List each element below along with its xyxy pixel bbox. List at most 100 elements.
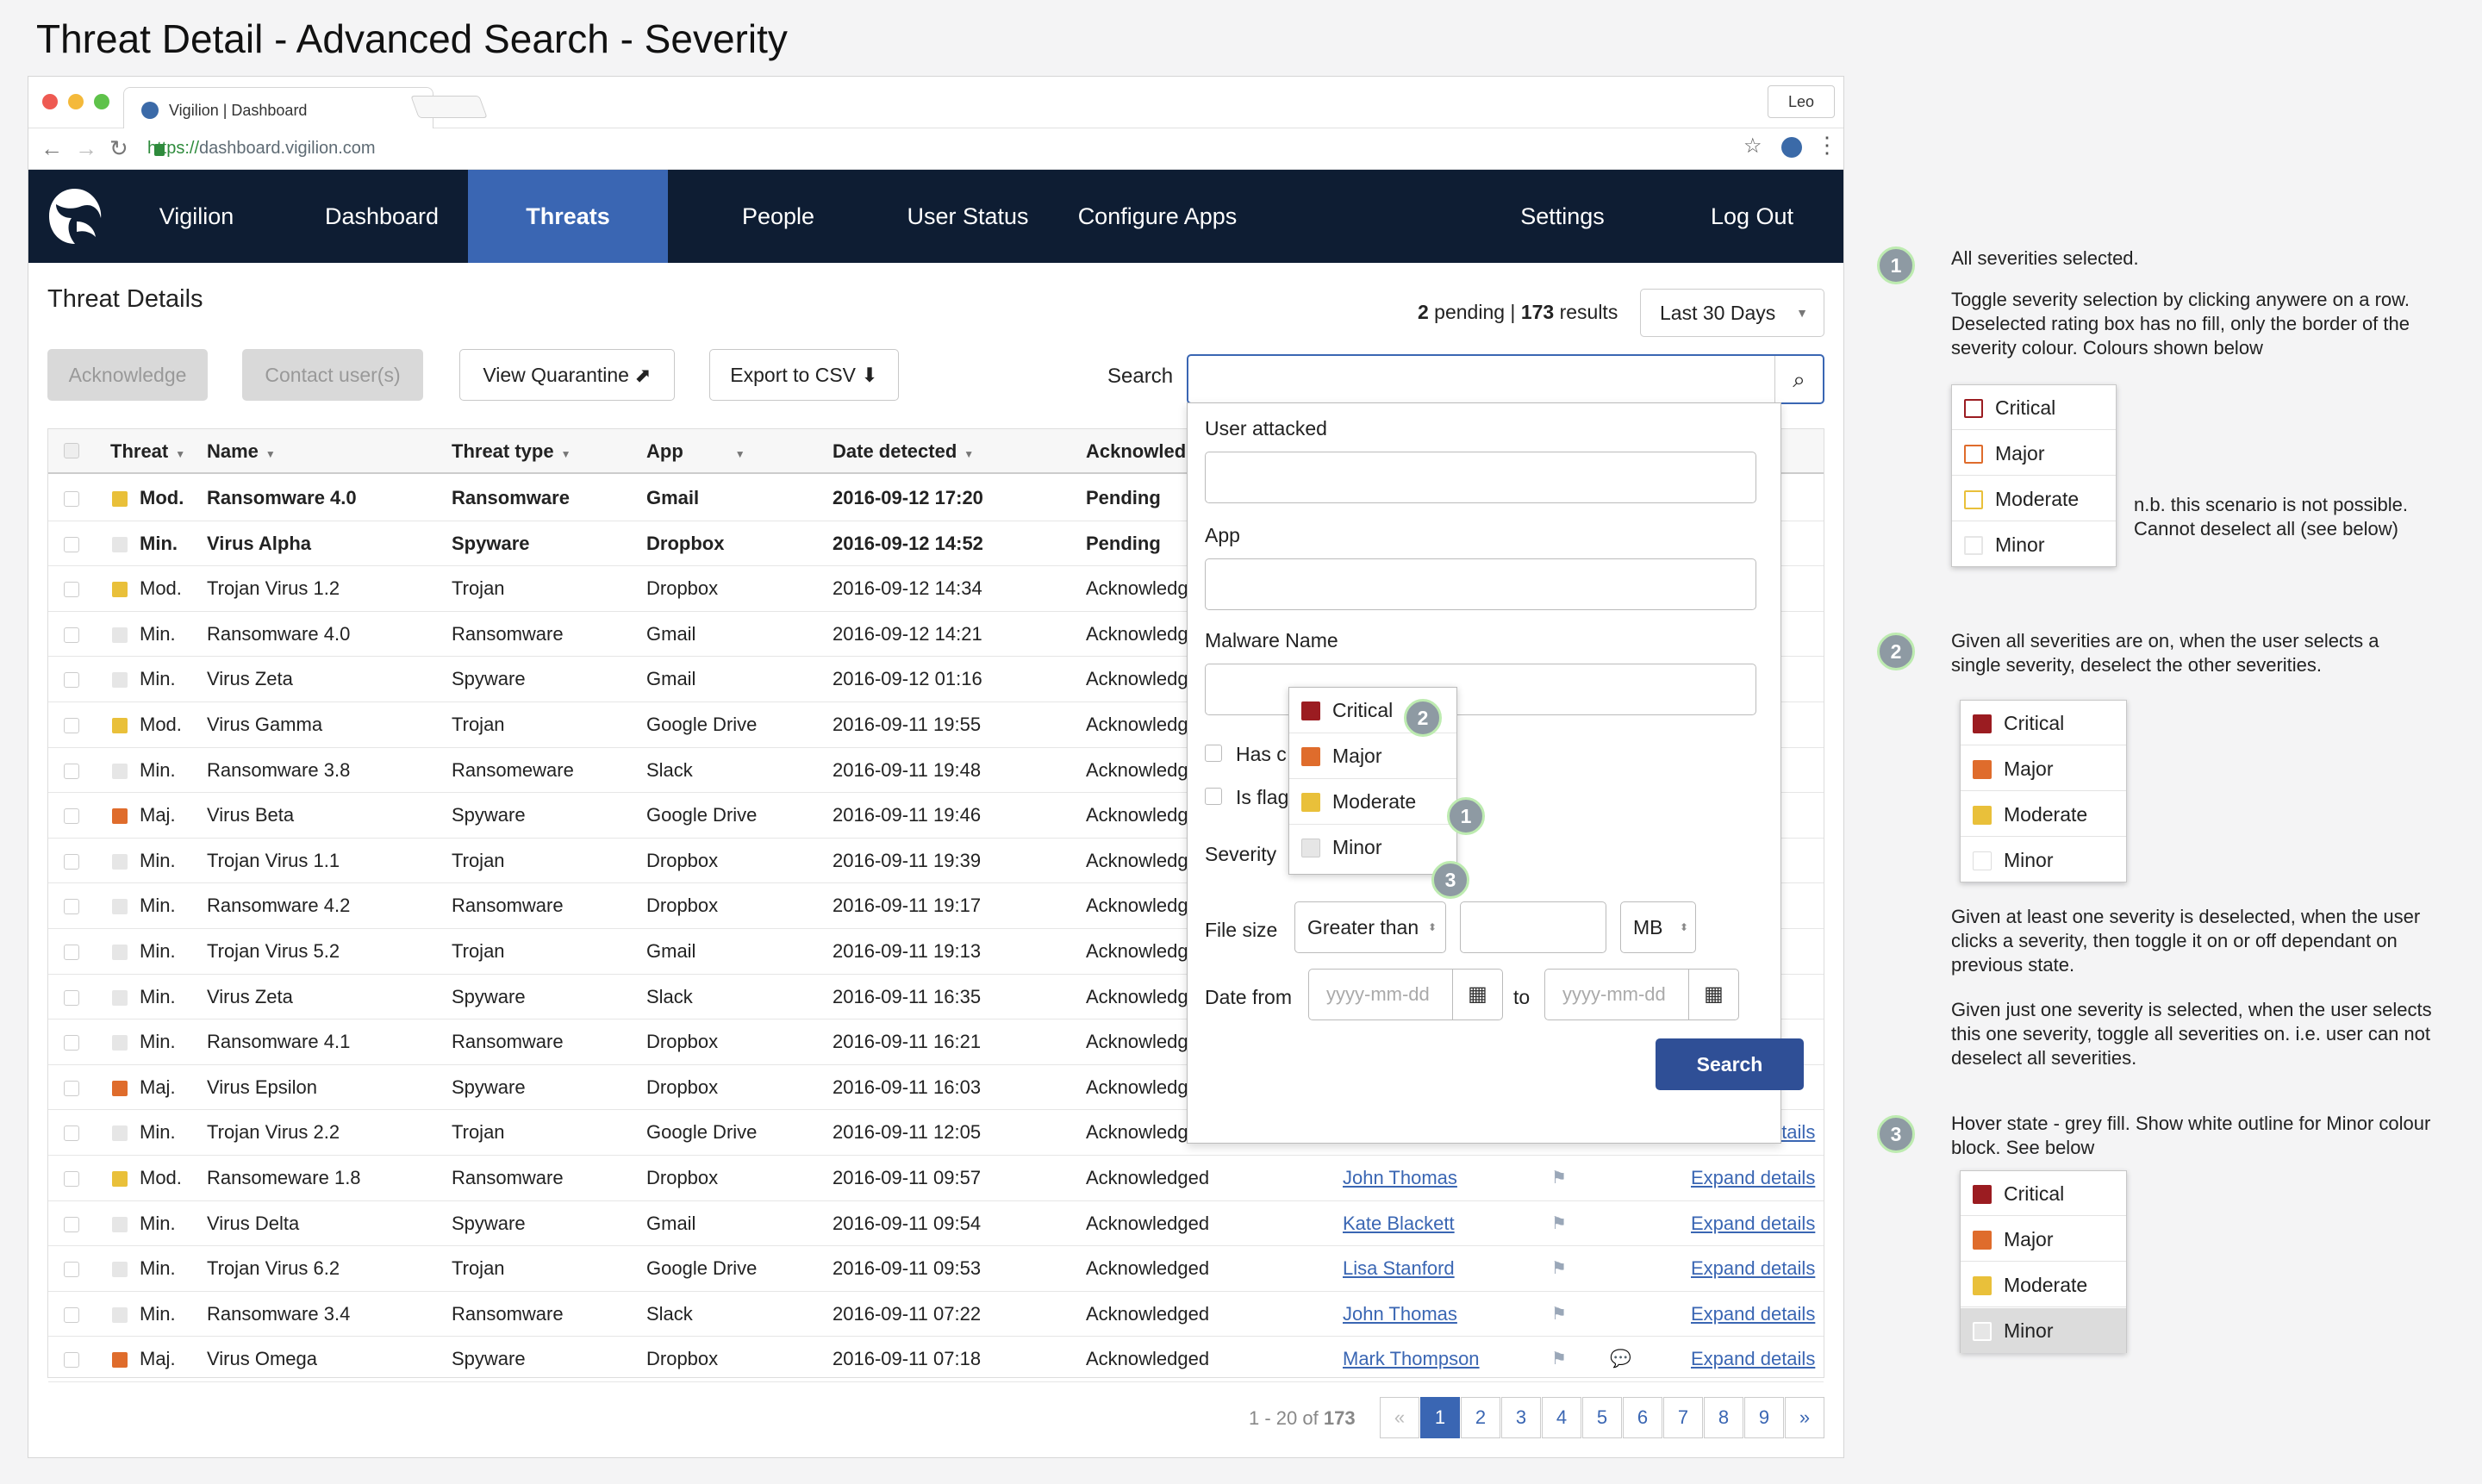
page-6[interactable]: 6 xyxy=(1623,1397,1662,1438)
file-size-input[interactable] xyxy=(1460,901,1606,953)
is-flagged-checkbox[interactable] xyxy=(1205,788,1222,805)
nav-logout[interactable]: Log Out xyxy=(1710,203,1794,229)
col-app[interactable]: App ▼ xyxy=(646,440,745,462)
table-row[interactable]: Maj. Virus Omega Spyware Dropbox 2016-09-11 … xyxy=(48,1337,1824,1382)
table-row[interactable]: Min. Ransomware 3.8 Ransomeware Slack 2016-0… xyxy=(48,748,1824,794)
contact-users-button[interactable]: Contact user(s) xyxy=(242,349,423,401)
browser-tab[interactable]: Vigilion | Dashboard xyxy=(123,87,433,128)
row-checkbox[interactable] xyxy=(64,1306,79,1323)
nav-user-status[interactable]: User Status xyxy=(907,203,1029,229)
date-from-input[interactable]: yyyy-mm-dd ▦ xyxy=(1308,969,1503,1020)
search-input[interactable]: ⌕ xyxy=(1187,354,1824,404)
row-checkbox[interactable] xyxy=(64,1262,79,1278)
table-row[interactable]: Min. Virus Zeta Spyware Slack 2016-09-11 16:… xyxy=(48,975,1824,1020)
has-comment-checkbox[interactable] xyxy=(1205,745,1222,762)
comment-icon[interactable]: 💬 xyxy=(1610,1350,1631,1369)
row-checkbox[interactable] xyxy=(64,945,79,960)
row-checkbox[interactable] xyxy=(64,582,79,598)
expand-details-link[interactable]: Expand details xyxy=(1691,1257,1816,1280)
minimize-window-icon[interactable] xyxy=(68,94,84,109)
nav-brand[interactable]: Vigilion xyxy=(159,203,234,229)
page-8[interactable]: 8 xyxy=(1704,1397,1743,1438)
page-5[interactable]: 5 xyxy=(1582,1397,1622,1438)
table-row[interactable]: Min. Virus Alpha Spyware Dropbox 2016-09-12 … xyxy=(48,521,1824,567)
row-checkbox[interactable] xyxy=(64,989,79,1006)
row-checkbox[interactable] xyxy=(64,763,79,779)
row-checkbox[interactable] xyxy=(64,536,79,552)
table-row[interactable]: Mod. Trojan Virus 1.2 Trojan Dropbox 2016-09… xyxy=(48,566,1824,612)
forward-icon[interactable]: → xyxy=(75,135,97,161)
extension-icon[interactable] xyxy=(1781,137,1802,158)
col-acknowledged[interactable]: Acknowled xyxy=(1086,440,1187,462)
severity-option-critical[interactable]: Critical xyxy=(1289,688,1456,733)
calendar-icon[interactable]: ▦ xyxy=(1688,970,1738,1019)
row-checkbox[interactable] xyxy=(64,718,79,733)
user-attacked-input[interactable] xyxy=(1205,452,1756,503)
table-row[interactable]: Min. Trojan Virus 1.1 Trojan Dropbox 2016-09… xyxy=(48,839,1824,884)
row-checkbox[interactable] xyxy=(64,1080,79,1096)
new-tab-button[interactable] xyxy=(410,96,488,118)
expand-details-link[interactable]: Expand details xyxy=(1691,1167,1816,1188)
user-link[interactable]: Mark Thompson xyxy=(1343,1348,1480,1370)
acknowledge-button[interactable]: Acknowledge xyxy=(47,349,208,401)
table-row[interactable]: Maj. Virus Epsilon Spyware Dropbox 2016-09-1… xyxy=(48,1065,1824,1111)
table-row[interactable]: Min. Virus Delta Spyware Gmail 2016-09-11 09… xyxy=(48,1201,1824,1247)
user-link[interactable]: Kate Blackett xyxy=(1343,1212,1455,1234)
browser-menu-icon[interactable]: ⋮ xyxy=(1816,132,1838,158)
page-9[interactable]: 9 xyxy=(1744,1397,1784,1438)
calendar-icon[interactable]: ▦ xyxy=(1452,970,1502,1019)
flag-icon[interactable]: ⚑ xyxy=(1551,1213,1567,1233)
table-row[interactable]: Mod. Virus Gamma Trojan Google Drive 2016-09… xyxy=(48,702,1824,748)
search-icon[interactable]: ⌕ xyxy=(1774,356,1823,402)
flag-icon[interactable]: ⚑ xyxy=(1551,1259,1567,1279)
col-threat-type[interactable]: Threat type ▼ xyxy=(452,440,571,462)
user-link[interactable]: John Thomas xyxy=(1343,1302,1457,1325)
expand-details-link[interactable]: Expand details xyxy=(1691,1348,1816,1370)
flag-icon[interactable]: ⚑ xyxy=(1551,1169,1567,1188)
date-to-input[interactable]: yyyy-mm-dd ▦ xyxy=(1544,969,1739,1020)
nav-configure-apps[interactable]: Configure Apps xyxy=(1077,203,1238,229)
row-checkbox[interactable] xyxy=(64,1352,79,1369)
malware-name-input[interactable] xyxy=(1205,664,1756,715)
row-checkbox[interactable] xyxy=(64,672,79,689)
col-name[interactable]: Name ▼ xyxy=(207,440,276,462)
advanced-search-button[interactable]: Search xyxy=(1656,1038,1804,1090)
expand-details-link[interactable]: Expand details xyxy=(1691,1302,1816,1325)
col-threat[interactable]: Threat ▼ xyxy=(110,440,186,462)
row-checkbox[interactable] xyxy=(64,1035,79,1051)
file-size-operator-select[interactable]: Greater than ⬍ xyxy=(1294,901,1446,953)
table-row[interactable]: Mod. Ransomware 4.0 Ransomware Gmail 2016-09… xyxy=(48,476,1824,521)
table-row[interactable]: Maj. Virus Beta Spyware Google Drive 2016-09… xyxy=(48,793,1824,839)
app-input[interactable] xyxy=(1205,558,1756,610)
page-4[interactable]: 4 xyxy=(1542,1397,1581,1438)
table-row[interactable]: Min. Ransomware 4.1 Ransomware Dropbox 2016-… xyxy=(48,1019,1824,1065)
view-quarantine-button[interactable]: View Quarantine ⬈ xyxy=(459,349,675,401)
col-date[interactable]: Date detected ▼ xyxy=(833,440,975,462)
nav-people[interactable]: People xyxy=(741,203,815,229)
table-row[interactable]: Min. Trojan Virus 5.2 Trojan Gmail 2016-09-1… xyxy=(48,929,1824,975)
table-row[interactable]: Min. Virus Zeta Spyware Gmail 2016-09-12 01:… xyxy=(48,657,1824,702)
severity-option-moderate[interactable]: Moderate xyxy=(1289,779,1456,825)
row-checkbox[interactable] xyxy=(64,1216,79,1232)
table-row[interactable]: Min. Ransomware 4.2 Ransomware Dropbox 2016-… xyxy=(48,883,1824,929)
nav-dashboard[interactable]: Dashboard xyxy=(324,203,440,229)
row-checkbox[interactable] xyxy=(64,1125,79,1142)
severity-option-minor[interactable]: Minor xyxy=(1289,825,1456,870)
next-page-button[interactable]: » xyxy=(1785,1397,1824,1438)
page-1[interactable]: 1 xyxy=(1420,1397,1460,1438)
maximize-window-icon[interactable] xyxy=(94,94,109,109)
table-row[interactable]: Min. Ransomware 3.4 Ransomware Slack 2016-09… xyxy=(48,1292,1824,1337)
reload-icon[interactable]: ↻ xyxy=(109,135,128,161)
flag-icon[interactable]: ⚑ xyxy=(1551,1350,1567,1369)
export-csv-button[interactable]: Export to CSV ⬇ xyxy=(709,349,899,401)
expand-details-link[interactable]: Expand details xyxy=(1691,1212,1816,1234)
select-all-checkbox[interactable] xyxy=(64,443,79,458)
row-checkbox[interactable] xyxy=(64,853,79,870)
flag-icon[interactable]: ⚑ xyxy=(1551,1304,1567,1324)
nav-threats[interactable]: Threats xyxy=(468,170,668,263)
row-checkbox[interactable] xyxy=(64,1171,79,1187)
page-2[interactable]: 2 xyxy=(1461,1397,1500,1438)
prev-page-button[interactable]: « xyxy=(1380,1397,1419,1438)
user-link[interactable]: John Thomas xyxy=(1343,1167,1457,1188)
row-checkbox[interactable] xyxy=(64,899,79,915)
